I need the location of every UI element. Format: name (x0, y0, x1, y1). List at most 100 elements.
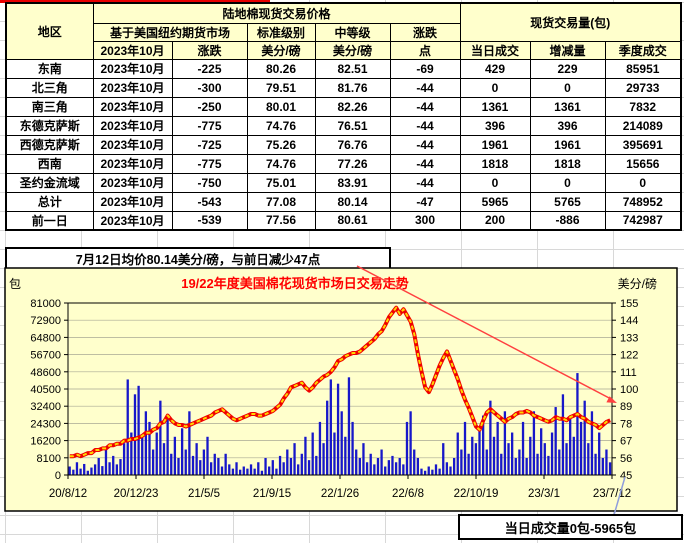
day-volume-cell[interactable]: 200 (459, 210, 531, 231)
mid-price-cell[interactable]: 82.51 (314, 58, 391, 79)
delta-volume-cell[interactable]: 0 (529, 77, 606, 98)
month-header: 2023年10月 (92, 40, 173, 60)
day-volume-header: 当日成交 (459, 40, 531, 60)
points-cell[interactable]: -44 (389, 153, 461, 174)
price-table-title: 陆地棉现货交易价格 (92, 2, 461, 24)
month-cell[interactable]: 2023年10月 (92, 172, 173, 193)
std-price-cell[interactable]: 75.01 (246, 172, 316, 193)
mid-price-cell[interactable]: 80.14 (314, 191, 391, 212)
delta-volume-cell[interactable]: 396 (529, 115, 606, 136)
table-row: 圣约金流域 2023年10月 -750 75.01 83.91 -44 0 0 0 (5, 172, 682, 193)
mid-price-cell[interactable]: 76.51 (314, 115, 391, 136)
delta-volume-header: 增减量 (529, 40, 606, 60)
mid-price-cell[interactable]: 82.26 (314, 96, 391, 117)
region-cell[interactable]: 北三角 (5, 77, 94, 98)
season-volume-header: 季度成交 (604, 40, 682, 60)
month-cell[interactable]: 2023年10月 (92, 58, 173, 79)
day-volume-cell[interactable]: 0 (459, 77, 531, 98)
day-volume-cell[interactable]: 1361 (459, 96, 531, 117)
delta-volume-cell[interactable]: 1961 (529, 134, 606, 155)
std-price-cell[interactable]: 74.76 (246, 153, 316, 174)
volume-table-title: 现货交易量(包) (459, 2, 682, 42)
points-cell[interactable]: -69 (389, 58, 461, 79)
daily-volume-callout: 当日成交量0包-5965包 (458, 514, 683, 540)
points-cell[interactable]: -44 (389, 134, 461, 155)
day-volume-cell[interactable]: 1961 (459, 134, 531, 155)
std-price-cell[interactable]: 77.56 (246, 210, 316, 231)
mid-price-cell[interactable]: 81.76 (314, 77, 391, 98)
change-cell[interactable]: -225 (171, 58, 248, 79)
delta-volume-cell[interactable]: 1361 (529, 96, 606, 117)
mid-price-cell[interactable]: 76.76 (314, 134, 391, 155)
delta-volume-cell[interactable]: 229 (529, 58, 606, 79)
change-cell[interactable]: -250 (171, 96, 248, 117)
average-price-banner: 7月12日均价80.14美分/磅，与前日减少47点 (5, 247, 391, 270)
season-volume-cell[interactable]: 742987 (604, 210, 682, 231)
change-cell[interactable]: -750 (171, 172, 248, 193)
region-cell[interactable]: 西德克萨斯 (5, 134, 94, 155)
table-row: 南三角 2023年10月 -250 80.01 82.26 -44 1361 1361 7832 (5, 96, 682, 117)
day-volume-cell[interactable]: 5965 (459, 191, 531, 212)
std-price-cell[interactable]: 75.26 (246, 134, 316, 155)
table-row: 总计 2023年10月 -543 77.08 80.14 -47 5965 5765 74895… (5, 191, 682, 212)
month-cell[interactable]: 2023年10月 (92, 115, 173, 136)
region-cell[interactable]: 西南 (5, 153, 94, 174)
season-volume-cell[interactable]: 7832 (604, 96, 682, 117)
std-price-cell[interactable]: 77.08 (246, 191, 316, 212)
region-cell[interactable]: 总计 (5, 191, 94, 212)
region-cell[interactable]: 南三角 (5, 96, 94, 117)
std-price-cell[interactable]: 80.01 (246, 96, 316, 117)
standard-grade-header: 标准级别 (246, 22, 316, 42)
season-volume-cell[interactable]: 85951 (604, 58, 682, 79)
std-price-cell[interactable]: 74.76 (246, 115, 316, 136)
points-cell[interactable]: 300 (389, 210, 461, 231)
points-cell[interactable]: -44 (389, 172, 461, 193)
month-cell[interactable]: 2023年10月 (92, 153, 173, 174)
points-cell[interactable]: -44 (389, 115, 461, 136)
change-cell[interactable]: -775 (171, 153, 248, 174)
points-cell[interactable]: -44 (389, 77, 461, 98)
month-cell[interactable]: 2023年10月 (92, 134, 173, 155)
change-cell[interactable]: -543 (171, 191, 248, 212)
region-cell[interactable]: 东南 (5, 58, 94, 79)
table-row: 西德克萨斯 2023年10月 -725 75.26 76.76 -44 1961 1961 39… (5, 134, 682, 155)
change-cell[interactable]: -539 (171, 210, 248, 231)
mid-price-cell[interactable]: 77.26 (314, 153, 391, 174)
month-cell[interactable]: 2023年10月 (92, 77, 173, 98)
region-cell[interactable]: 东德克萨斯 (5, 115, 94, 136)
delta-volume-cell[interactable]: 5765 (529, 191, 606, 212)
day-volume-cell[interactable]: 1818 (459, 153, 531, 174)
day-volume-cell[interactable]: 0 (459, 172, 531, 193)
std-price-cell[interactable]: 80.26 (246, 58, 316, 79)
daily-volume-callout-text: 当日成交量0包-5965包 (504, 520, 637, 536)
change-cell[interactable]: -725 (171, 134, 248, 155)
season-volume-cell[interactable]: 29733 (604, 77, 682, 98)
table-row: 前一日 2023年10月 -539 77.56 80.61 300 200 -886 74298… (5, 210, 682, 231)
month-cell[interactable]: 2023年10月 (92, 191, 173, 212)
std-unit-header: 美分/磅 (246, 40, 316, 60)
change-cell[interactable]: -775 (171, 115, 248, 136)
season-volume-cell[interactable]: 748952 (604, 191, 682, 212)
region-cell[interactable]: 前一日 (5, 210, 94, 231)
table-body: 东南 2023年10月 -225 80.26 82.51 -69 429 229 85951 北三… (5, 58, 682, 231)
points-cell[interactable]: -47 (389, 191, 461, 212)
season-volume-cell[interactable]: 15656 (604, 153, 682, 174)
month-cell[interactable]: 2023年10月 (92, 96, 173, 117)
points-header: 点 (389, 40, 461, 60)
delta-volume-cell[interactable]: 0 (529, 172, 606, 193)
day-volume-cell[interactable]: 396 (459, 115, 531, 136)
mid-price-cell[interactable]: 83.91 (314, 172, 391, 193)
season-volume-cell[interactable]: 214089 (604, 115, 682, 136)
delta-volume-cell[interactable]: 1818 (529, 153, 606, 174)
top-red-border (0, 0, 270, 3)
change-cell[interactable]: -300 (171, 77, 248, 98)
std-price-cell[interactable]: 79.51 (246, 77, 316, 98)
day-volume-cell[interactable]: 429 (459, 58, 531, 79)
season-volume-cell[interactable]: 0 (604, 172, 682, 193)
region-cell[interactable]: 圣约金流域 (5, 172, 94, 193)
delta-volume-cell[interactable]: -886 (529, 210, 606, 231)
month-cell[interactable]: 2023年10月 (92, 210, 173, 231)
points-cell[interactable]: -44 (389, 96, 461, 117)
season-volume-cell[interactable]: 395691 (604, 134, 682, 155)
mid-price-cell[interactable]: 80.61 (314, 210, 391, 231)
